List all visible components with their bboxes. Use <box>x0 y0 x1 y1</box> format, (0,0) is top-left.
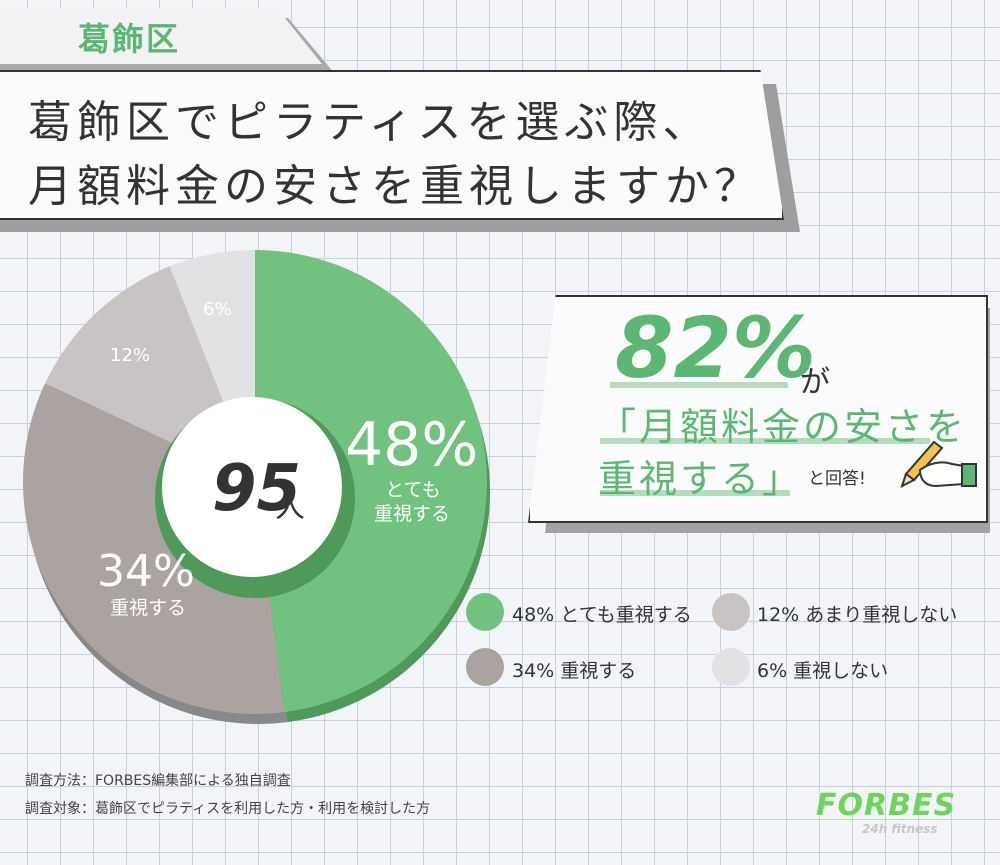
callout-quote-line-2: 重視する」 <box>598 457 804 501</box>
callout-answer: と回答! <box>808 469 866 489</box>
slice-label-34-pct: 34% <box>97 546 195 597</box>
legend-dot-34 <box>466 648 504 686</box>
legend-label-6: 6% 重視しない <box>757 660 889 682</box>
title-line-2: 月額料金の安さを重視しますか？ <box>28 161 763 212</box>
legend-label-48: 48% とても重視する <box>512 604 692 626</box>
legend-label-12: 12% あまり重視しない <box>757 604 958 626</box>
slice-label-6-pct: 6% <box>203 299 232 320</box>
callout-particle: が <box>800 365 830 400</box>
legend-dot-12 <box>712 593 750 631</box>
pencil-hand-icon <box>900 440 977 488</box>
callout-quote-line-1: 「月額料金の安さを <box>598 405 968 449</box>
survey-method: 調査方法：FORBES編集部による独自調査 <box>25 773 291 789</box>
callout-underline-2 <box>600 438 930 444</box>
slice-label-48-line2: 重視する <box>373 503 450 525</box>
legend-dot-6 <box>712 648 750 686</box>
title-box <box>0 70 784 220</box>
slice-label-34-line1: 重視する <box>109 597 186 619</box>
title-line-1: 葛飾区でピラティスを選ぶ際、 <box>28 97 712 148</box>
area-tag-label: 葛飾区 <box>78 20 181 58</box>
donut-hole <box>162 397 342 577</box>
legend-dot-48 <box>466 593 504 631</box>
callout-underline-1 <box>610 382 788 388</box>
legend-label-34: 34% 重視する <box>512 660 637 682</box>
callout-underline-3 <box>600 490 790 496</box>
center-unit: 人 <box>275 490 305 525</box>
slice-label-48-pct: 48% <box>345 410 479 480</box>
survey-target: 調査対象：葛飾区でピラティスを利用した方・利用を検討した方 <box>25 801 431 817</box>
brand-logo-sub: 24h fitness <box>862 822 938 836</box>
area-tag <box>0 8 322 64</box>
slice-label-12-pct: 12% <box>110 345 151 366</box>
brand-logo: FORBES <box>816 788 957 823</box>
donut-slice-48 <box>255 250 487 713</box>
callout-percent: 82% <box>615 299 817 397</box>
center-number: 95 <box>212 452 302 526</box>
slice-label-48-line1: とても <box>385 479 441 501</box>
